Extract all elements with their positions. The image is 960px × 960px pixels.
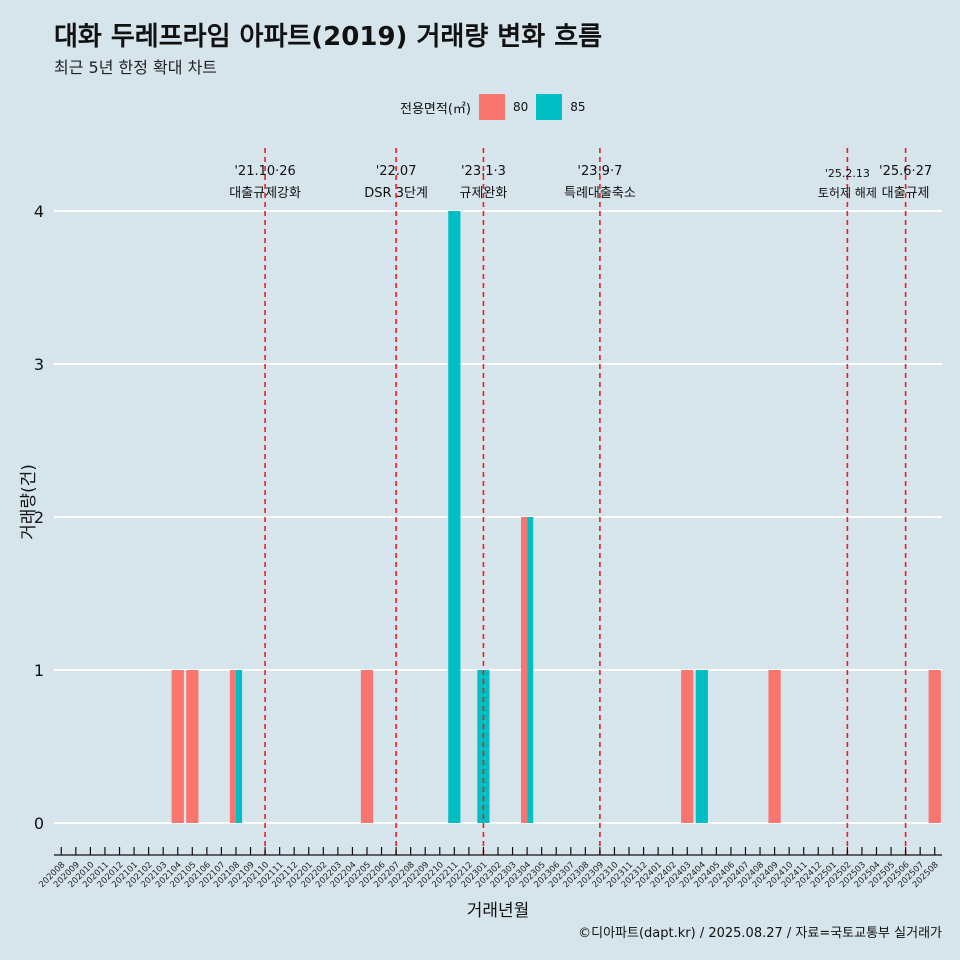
source-caption: ©디아파트(dapt.kr) / 2025.08.27 / 자료=국토교통부 실… (578, 926, 942, 941)
bar-80-202108 (229, 670, 236, 823)
bar-80-202304 (521, 517, 528, 823)
event-label: 토허제 해제 (818, 186, 877, 200)
y-tick-label: 1 (34, 661, 44, 680)
legend-item-85: 85 (536, 94, 586, 120)
bar-85-202304 (527, 517, 534, 823)
event-date-label: '25.2.13 (825, 167, 870, 180)
bar-85-202211 (448, 211, 461, 823)
legend-label-80: 80 (512, 100, 529, 114)
bar-80-202409 (768, 670, 781, 823)
event-date-label: '23.1·3 (461, 164, 506, 179)
y-tick-label: 3 (34, 355, 44, 374)
bar-80-202508 (928, 670, 941, 823)
legend-swatch-80 (478, 94, 505, 120)
bar-80-202105 (186, 670, 199, 823)
event-date-label: '21.10·26 (234, 164, 295, 179)
bar-80-202205 (360, 670, 374, 823)
event-label: DSR 3단계 (364, 186, 428, 201)
event-label: 특례대출축소 (564, 186, 636, 201)
event-date-label: '25.6·27 (879, 164, 932, 179)
event-label: 대출규제강화 (229, 186, 301, 201)
x-axis-title: 거래년월 (467, 901, 530, 921)
legend-label-85: 85 (570, 100, 586, 114)
chart-title: 대화 두레프라임 아파트(2019) 거래량 변화 흐름 (54, 22, 603, 52)
event-label: 규제완화 (460, 186, 508, 201)
bar-85-202404 (695, 670, 708, 823)
y-tick-label: 0 (34, 814, 44, 833)
y-axis-title: 거래량(건) (19, 464, 39, 540)
chart-subtitle: 최근 5년 한정 확대 차트 (54, 58, 218, 77)
y-tick-label: 4 (34, 202, 44, 221)
legend-title: 전용면적(㎡) (400, 101, 471, 117)
event-label: 대출규제 (882, 186, 930, 201)
bar-80-202403 (681, 670, 694, 823)
bar-85-202108 (235, 670, 243, 823)
event-date-label: '23.9·7 (577, 164, 622, 179)
y-tick-label: 2 (34, 508, 44, 527)
bar-80-202104 (171, 670, 184, 823)
legend-swatch-85 (536, 94, 563, 120)
event-date-label: '22.07 (376, 164, 417, 179)
legend: 전용면적(㎡) 80 85 (400, 93, 594, 121)
legend-item-80: 80 (478, 94, 529, 120)
